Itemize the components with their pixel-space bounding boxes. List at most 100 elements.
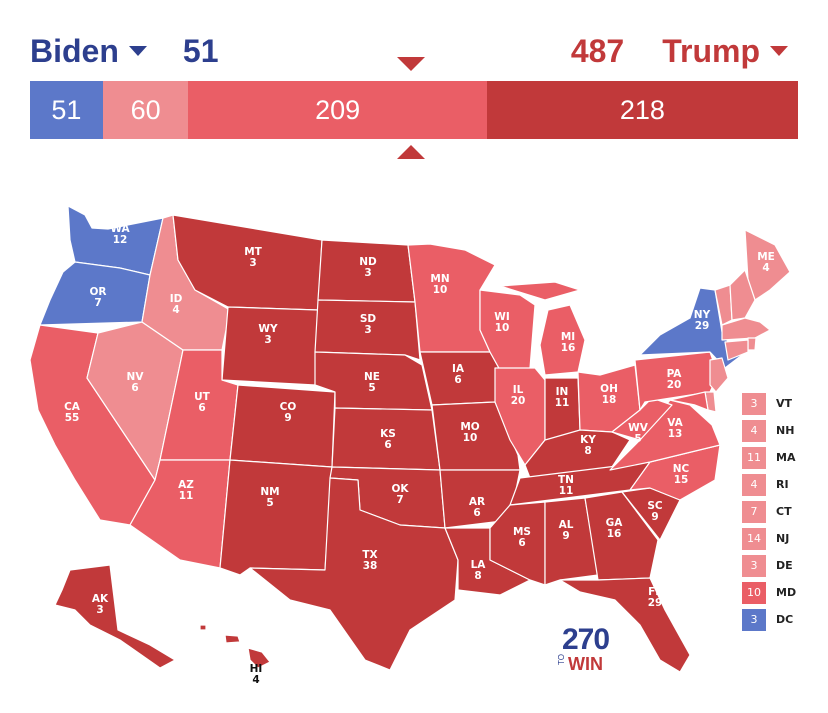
legend-row-ct[interactable]: 7 CT (742, 498, 822, 525)
state-ak[interactable] (54, 564, 176, 669)
midpoint-marker-bottom (397, 145, 425, 159)
state-label-nm: NM (260, 486, 279, 498)
state-ev-mi: 16 (561, 342, 576, 354)
legend-ev-box[interactable]: 14 (742, 527, 766, 550)
biden-total: 51 (182, 32, 219, 69)
trump-name[interactable]: Trump (662, 32, 760, 69)
state-label-ms: MS (513, 526, 531, 538)
state-ev-mn: 10 (433, 284, 448, 296)
state-co[interactable] (229, 384, 336, 468)
state-label-sd: SD (360, 313, 377, 325)
state-label-fl: FL (648, 586, 662, 598)
logo-win: WIN (568, 654, 603, 674)
legend-ev-box[interactable]: 4 (742, 473, 766, 496)
logo-to: TO (556, 654, 566, 665)
state-ev-fl: 29 (648, 597, 663, 609)
state-ev-wa: 12 (113, 234, 128, 246)
state-al[interactable] (544, 497, 599, 586)
state-label-mn: MN (430, 273, 449, 285)
bar-segment[interactable]: 60 (102, 81, 189, 139)
biden-header: Biden 51 (30, 26, 218, 76)
legend-row-nj[interactable]: 14 NJ (742, 525, 822, 552)
state-ev-in: 11 (555, 397, 570, 409)
trump-dropdown-icon[interactable] (770, 46, 788, 56)
state-ev-mo: 10 (463, 432, 478, 444)
legend-row-md[interactable]: 10 MD (742, 579, 822, 606)
bar-segment[interactable]: 218 (486, 81, 798, 139)
state-mo[interactable] (431, 401, 521, 471)
state-label-wa: WA (110, 223, 130, 235)
state-wv[interactable] (611, 397, 673, 441)
trump-header: 487 Trump (571, 26, 798, 76)
state-ct[interactable] (724, 339, 749, 361)
state-label-nc: NC (673, 463, 690, 475)
state-ev-or: 7 (94, 297, 101, 309)
state-label-oh: OH (600, 383, 618, 395)
bar-segment[interactable]: 51 (30, 81, 103, 139)
legend-row-vt[interactable]: 3 VT (742, 390, 822, 417)
state-wy[interactable] (221, 306, 319, 386)
legend-row-de[interactable]: 3 DE (742, 552, 822, 579)
legend-row-nh[interactable]: 4 NH (742, 417, 822, 444)
state-ev-ia: 6 (454, 374, 461, 386)
state-ev-ca: 55 (65, 412, 80, 424)
state-ev-oh: 18 (602, 394, 617, 406)
state-ev-ny: 29 (695, 320, 710, 332)
trump-total: 487 (570, 32, 625, 69)
state-fl[interactable] (559, 577, 691, 673)
state-ev-nd: 3 (364, 267, 371, 279)
state-label-ar: AR (469, 496, 485, 508)
state-label-wv: WV (628, 422, 649, 434)
legend-state-label: MA (776, 451, 796, 464)
state-hi[interactable] (199, 624, 271, 669)
state-ev-nc: 15 (674, 474, 689, 486)
state-ev-nm: 5 (266, 497, 273, 509)
biden-dropdown-icon[interactable] (128, 46, 147, 56)
small-states-legend: 3 VT 4 NH 11 MA 4 RI 7 CT 14 NJ 3 DE 10 MD 3 DC (742, 390, 822, 633)
midpoint-marker-top (397, 57, 425, 71)
bar-segment[interactable]: 209 (188, 81, 487, 139)
state-nh[interactable] (729, 269, 756, 321)
state-label-va: VA (667, 417, 683, 429)
state-ev-ar: 6 (473, 507, 480, 519)
state-md[interactable] (669, 391, 709, 411)
legend-row-ri[interactable]: 4 RI (742, 471, 822, 498)
state-ev-ks: 6 (384, 439, 391, 451)
state-ev-tx: 38 (363, 560, 378, 572)
legend-ev-box[interactable]: 4 (742, 419, 766, 442)
state-or[interactable] (39, 261, 151, 326)
state-label-hi: HI (250, 663, 263, 675)
state-label-wy: WY (258, 323, 278, 335)
legend-state-label: DC (776, 613, 794, 626)
state-ev-ut: 6 (198, 402, 205, 414)
state-label-tn: TN (558, 474, 574, 486)
legend-state-label: VT (776, 397, 793, 410)
legend-ev-box[interactable]: 3 (742, 554, 766, 577)
state-ev-ky: 8 (584, 445, 591, 457)
state-ri[interactable] (747, 337, 757, 351)
state-sd[interactable] (314, 299, 421, 361)
state-label-co: CO (280, 401, 297, 413)
legend-ev-box[interactable]: 3 (742, 608, 766, 631)
biden-name[interactable]: Biden (30, 32, 119, 69)
legend-ev-box[interactable]: 10 (742, 581, 766, 604)
state-nm[interactable] (219, 459, 333, 576)
legend-row-dc[interactable]: 3 DC (742, 606, 822, 633)
state-ev-ms: 6 (518, 537, 525, 549)
state-nj[interactable] (709, 357, 729, 393)
state-ga[interactable] (584, 491, 659, 581)
legend-row-ma[interactable]: 11 MA (742, 444, 822, 471)
legend-ev-box[interactable]: 7 (742, 500, 766, 523)
state-tx[interactable] (249, 477, 459, 671)
state-ev-al: 9 (562, 530, 569, 542)
state-ev-tn: 11 (559, 485, 574, 497)
state-ev-ga: 16 (607, 528, 622, 540)
state-ma[interactable] (721, 317, 771, 341)
electoral-vote-bar: 51 60 209 218 (30, 81, 798, 139)
state-ev-wv: 5 (634, 433, 641, 445)
legend-ev-box[interactable]: 11 (742, 446, 766, 469)
legend-state-label: NH (776, 424, 795, 437)
legend-ev-box[interactable]: 3 (742, 392, 766, 415)
state-label-al: AL (559, 519, 574, 531)
